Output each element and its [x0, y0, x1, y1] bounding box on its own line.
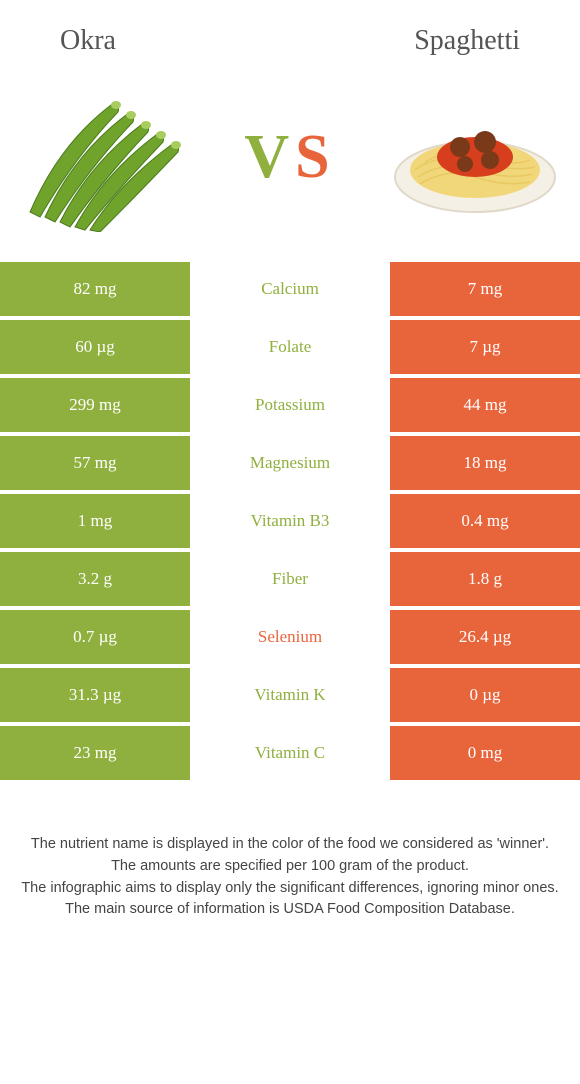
left-value: 1 mg [0, 494, 190, 548]
footnotes: The nutrient name is displayed in the co… [0, 784, 580, 921]
footnote-line: The nutrient name is displayed in the co… [15, 834, 565, 856]
right-value: 26.4 µg [390, 610, 580, 664]
comparison-table: 82 mgCalcium7 mg60 µgFolate7 µg299 mgPot… [0, 262, 580, 784]
vs-label: VS [244, 122, 335, 193]
footnote-line: The amounts are specified per 100 gram o… [15, 856, 565, 878]
title-right: Spaghetti [414, 25, 520, 57]
left-value: 82 mg [0, 262, 190, 316]
left-value: 60 µg [0, 320, 190, 374]
vs-v: V [244, 123, 295, 191]
left-value: 31.3 µg [0, 668, 190, 722]
right-value: 0 mg [390, 726, 580, 780]
spaghetti-icon [390, 92, 560, 222]
okra-image [20, 82, 190, 232]
right-value: 7 mg [390, 262, 580, 316]
table-row: 23 mgVitamin C0 mg [0, 726, 580, 784]
left-value: 299 mg [0, 378, 190, 432]
title-left: Okra [60, 25, 116, 57]
footnote-line: The infographic aims to display only the… [15, 878, 565, 900]
table-row: 60 µgFolate7 µg [0, 320, 580, 378]
right-value: 0 µg [390, 668, 580, 722]
table-row: 0.7 µgSelenium26.4 µg [0, 610, 580, 668]
table-row: 82 mgCalcium7 mg [0, 262, 580, 320]
right-value: 0.4 mg [390, 494, 580, 548]
nutrient-label: Selenium [190, 610, 390, 664]
images-row: VS [0, 72, 580, 262]
spaghetti-image [390, 82, 560, 232]
right-value: 7 µg [390, 320, 580, 374]
left-value: 23 mg [0, 726, 190, 780]
vs-s: S [295, 123, 335, 191]
nutrient-label: Vitamin C [190, 726, 390, 780]
right-value: 1.8 g [390, 552, 580, 606]
right-value: 44 mg [390, 378, 580, 432]
left-value: 3.2 g [0, 552, 190, 606]
nutrient-label: Calcium [190, 262, 390, 316]
table-row: 299 mgPotassium44 mg [0, 378, 580, 436]
nutrient-label: Magnesium [190, 436, 390, 490]
table-row: 57 mgMagnesium18 mg [0, 436, 580, 494]
nutrient-label: Folate [190, 320, 390, 374]
left-value: 57 mg [0, 436, 190, 490]
left-value: 0.7 µg [0, 610, 190, 664]
nutrient-label: Fiber [190, 552, 390, 606]
nutrient-label: Vitamin K [190, 668, 390, 722]
right-value: 18 mg [390, 436, 580, 490]
footnote-line: The main source of information is USDA F… [15, 899, 565, 921]
nutrient-label: Potassium [190, 378, 390, 432]
okra-icon [20, 82, 190, 232]
table-row: 1 mgVitamin B30.4 mg [0, 494, 580, 552]
header: Okra Spaghetti [0, 0, 580, 72]
table-row: 3.2 gFiber1.8 g [0, 552, 580, 610]
table-row: 31.3 µgVitamin K0 µg [0, 668, 580, 726]
nutrient-label: Vitamin B3 [190, 494, 390, 548]
